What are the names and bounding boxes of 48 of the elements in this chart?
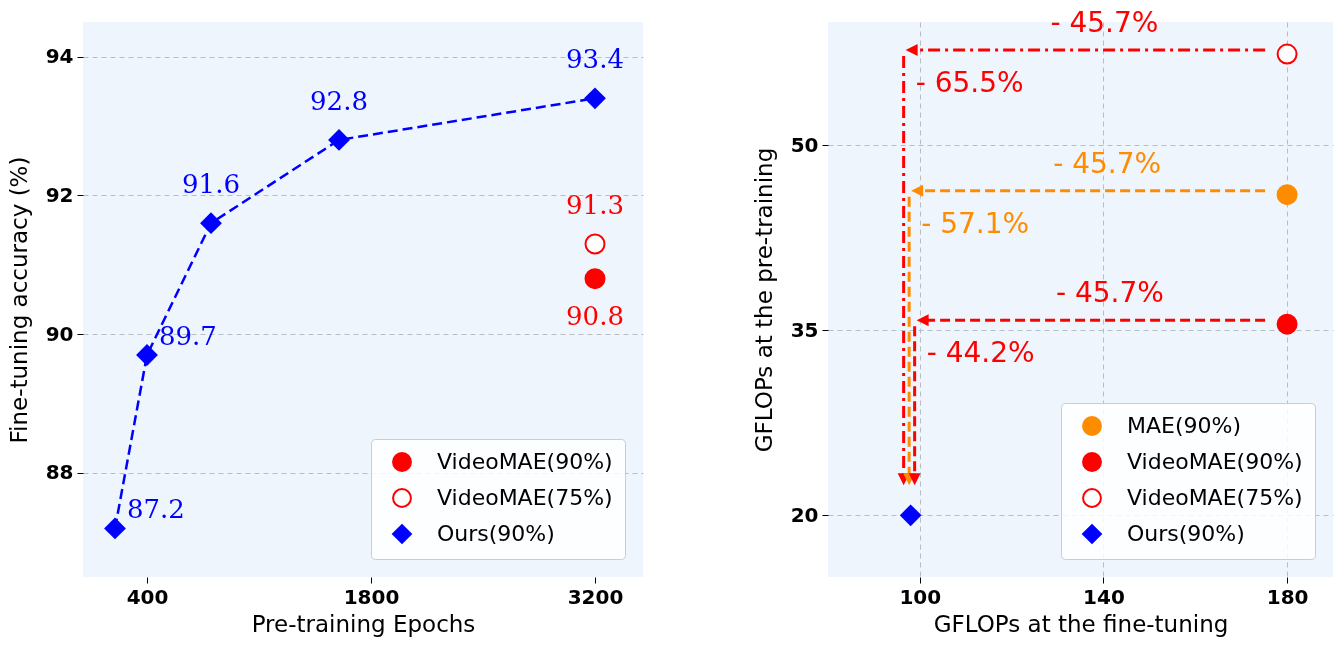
x-axis-title: Pre-training Epochs <box>251 610 476 637</box>
y-tick-label: 92 <box>45 182 74 207</box>
point <box>584 233 606 255</box>
x-tick-label: 400 <box>126 584 169 609</box>
legend-label: Ours(90%) <box>437 521 555 546</box>
point <box>584 268 606 290</box>
data-label: 92.8 <box>310 85 368 116</box>
legend-label: MAE(90%) <box>1127 413 1241 438</box>
y-tick-label: 20 <box>790 502 819 527</box>
annotation: - 45.7% <box>1053 146 1162 180</box>
point <box>900 504 922 526</box>
y-tick-label: 88 <box>45 460 74 485</box>
y-tick-label: 50 <box>790 132 819 157</box>
point <box>1276 313 1298 335</box>
legend-label: VideoMAE(75%) <box>1127 485 1303 510</box>
y-tick-label: 90 <box>45 321 74 346</box>
y-axis-title: GFLOPs at the pre-training <box>750 147 777 453</box>
point <box>328 129 350 151</box>
point <box>1276 43 1298 65</box>
y-axis-title: Fine-tuning accuracy (%) <box>5 156 32 444</box>
y-tick-label: 94 <box>45 44 74 69</box>
annotation: - 65.5% <box>915 66 1024 100</box>
x-tick-label: 140 <box>1083 584 1125 609</box>
data-label: 93.4 <box>566 44 624 75</box>
point <box>584 87 606 109</box>
y-tick-label: 35 <box>790 317 819 342</box>
legend-label: VideoMAE(90%) <box>1127 449 1303 474</box>
x-tick-label: 3200 <box>567 584 624 609</box>
data-label: 90.8 <box>566 300 624 331</box>
annotation: - 45.7% <box>1050 6 1159 40</box>
annotation: - 57.1% <box>921 206 1030 240</box>
legend-label: Ours(90%) <box>1127 521 1245 546</box>
annotation: - 44.2% <box>926 336 1035 370</box>
x-tick-label: 100 <box>899 584 942 609</box>
data-label: 91.6 <box>182 169 240 200</box>
data-label: 89.7 <box>159 321 217 351</box>
point <box>104 517 126 539</box>
point <box>136 344 158 366</box>
data-label: 91.3 <box>566 190 624 220</box>
point <box>200 212 222 234</box>
legend-label: VideoMAE(90%) <box>437 449 613 474</box>
x-tick-label: 180 <box>1266 584 1309 609</box>
annotation: - 45.7% <box>1055 276 1164 310</box>
x-tick-label: 1800 <box>343 584 400 609</box>
data-label: 87.2 <box>127 494 185 525</box>
x-axis-title: GFLOPs at the fine-tuning <box>933 610 1229 637</box>
legend-label: VideoMAE(75%) <box>437 485 613 510</box>
point <box>1276 184 1298 206</box>
